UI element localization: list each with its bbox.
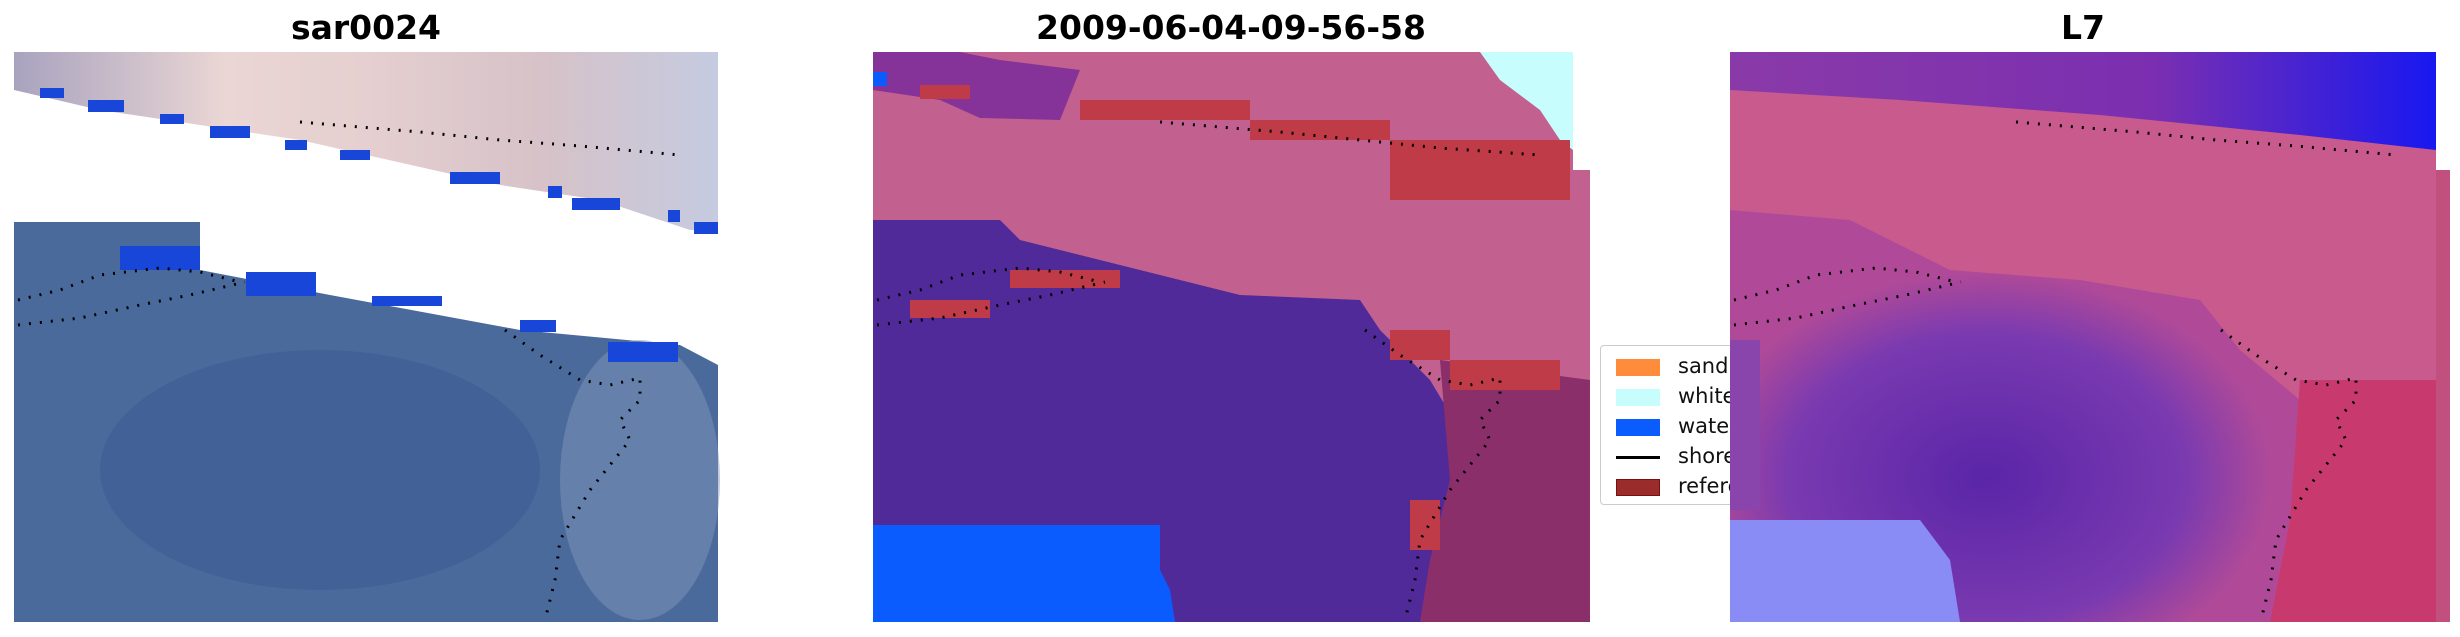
shoreline-panel-2-east	[1364, 328, 1502, 621]
shoreline-panel-1-east	[504, 328, 642, 621]
legend-label: sand	[1678, 354, 1729, 378]
legend-item-reference-shoreline: reference shoreline	[1616, 474, 1751, 498]
legend-label: shoreline	[1678, 444, 1751, 468]
panel-2-classified-image	[873, 52, 1590, 622]
sand-swatch	[1616, 358, 1660, 376]
shoreline-dots	[17, 120, 2397, 621]
shoreline-line-swatch	[1616, 455, 1660, 459]
legend-label: whitewater	[1678, 384, 1752, 408]
panel-1-image	[14, 52, 720, 622]
legend: sand whitewater water shoreline referenc…	[1600, 345, 1752, 505]
legend-item-whitewater: whitewater	[1616, 384, 1752, 408]
shoreline-panel-3-east	[2220, 328, 2358, 621]
water-swatch	[1616, 418, 1660, 436]
panel-title-1: sar0024	[290, 8, 442, 47]
legend-label: reference shoreline	[1678, 474, 1751, 498]
whitewater-swatch	[1616, 388, 1660, 406]
legend-item-sand: sand	[1616, 354, 1728, 378]
panel-title-3: L7	[2061, 8, 2105, 47]
panel-3-image	[1730, 52, 2450, 622]
legend-label: water	[1678, 414, 1738, 438]
reference-swatch	[1616, 478, 1660, 496]
panel-title-2: 2009-06-04-09-56-58	[1036, 8, 1426, 47]
legend-item-water: water	[1616, 414, 1738, 438]
legend-item-shoreline: shoreline	[1616, 444, 1751, 468]
